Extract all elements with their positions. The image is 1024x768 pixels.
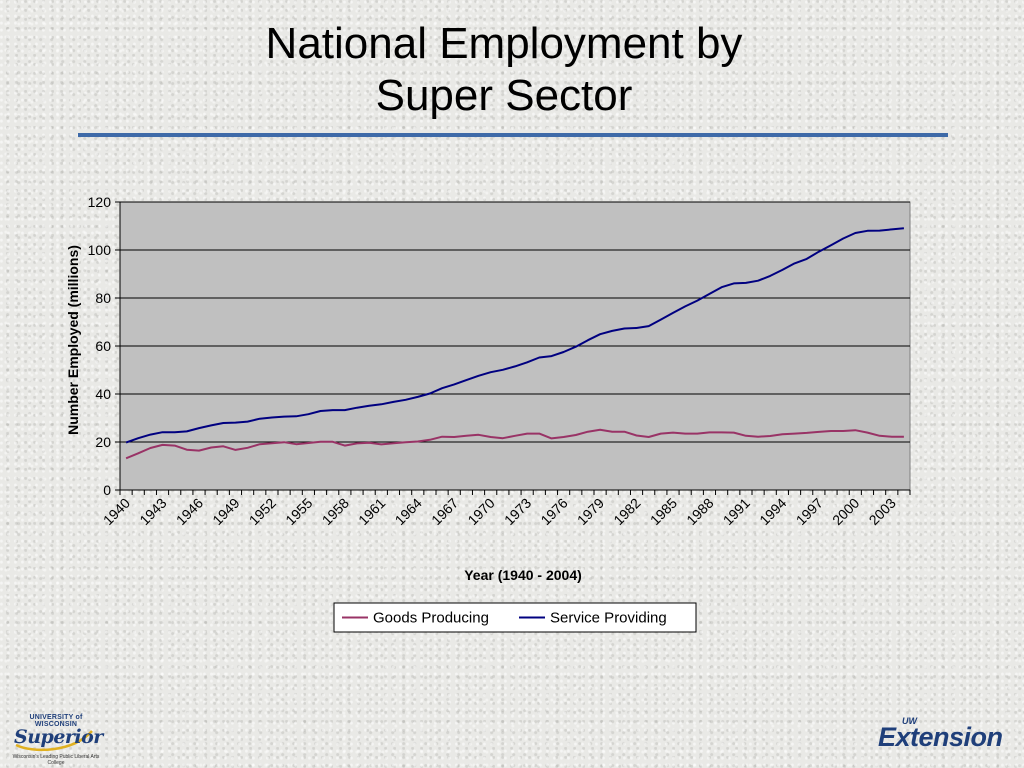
x-tick-label: 1946: [173, 495, 206, 528]
x-tick-label: 1970: [464, 495, 497, 528]
slide-title: National Employment by Super Sector: [0, 18, 1008, 122]
logo-tagline: Wisconsin's Leading Public Liberal Arts …: [12, 754, 100, 766]
x-tick-label: 1997: [793, 495, 826, 528]
x-tick-label: 1988: [683, 495, 716, 528]
slide-title-line1: National Employment by: [265, 19, 743, 68]
logo-extension-text: Extension: [878, 722, 1003, 752]
legend-label: Service Providing: [550, 610, 667, 627]
legend-label: Goods Producing: [373, 610, 489, 627]
x-tick-label: 1955: [282, 495, 315, 528]
x-tick-label: 1994: [756, 495, 789, 528]
logo-swoosh-icon: [15, 730, 93, 752]
slide-title-line2: Super Sector: [375, 71, 633, 120]
series-line-service-providing: [125, 227, 904, 444]
y-tick-label: 100: [88, 242, 112, 258]
y-tick-label: 120: [88, 194, 112, 210]
y-tick-label: 80: [95, 290, 111, 306]
x-tick-label: 1958: [319, 495, 352, 528]
x-tick-label: 1961: [355, 495, 388, 528]
series-line-goods-producing: [125, 428, 904, 460]
x-tick-label: 1964: [392, 495, 425, 528]
x-tick-label: 1949: [209, 495, 242, 528]
legend: [333, 602, 697, 633]
x-axis-title: Year (1940 - 2004): [464, 567, 582, 583]
y-tick-label: 40: [95, 386, 111, 402]
x-tick-label: 2000: [829, 495, 862, 528]
logo-superior-text: Superior: [14, 726, 103, 748]
x-tick-label: 1982: [610, 495, 643, 528]
title-divider: [78, 133, 948, 137]
x-tick-label: 1952: [246, 495, 279, 528]
logo-uw-text: UW: [902, 716, 917, 726]
x-tick-label: 1967: [428, 495, 461, 528]
y-tick-label: 0: [103, 482, 111, 498]
y-tick-label: 60: [95, 338, 111, 354]
x-tick-label: 1976: [537, 495, 570, 528]
y-axis-title: Number Employed (millions): [65, 245, 81, 435]
logo-university-text: UNIVERSITY of WISCONSIN: [29, 714, 83, 728]
x-tick-label: 1991: [720, 495, 753, 528]
x-tick-label: 1943: [136, 495, 169, 528]
x-tick-label: 1973: [501, 495, 534, 528]
x-tick-label: 1979: [574, 495, 607, 528]
uw-extension-logo: UW Extension: [878, 716, 1012, 756]
x-tick-label: 1940: [100, 495, 133, 528]
y-tick-label: 20: [95, 434, 111, 450]
uw-superior-logo: UNIVERSITY of WISCONSIN Superior Wiscons…: [8, 714, 104, 766]
x-tick-label: 1985: [647, 495, 680, 528]
x-tick-label: 2003: [866, 495, 899, 528]
